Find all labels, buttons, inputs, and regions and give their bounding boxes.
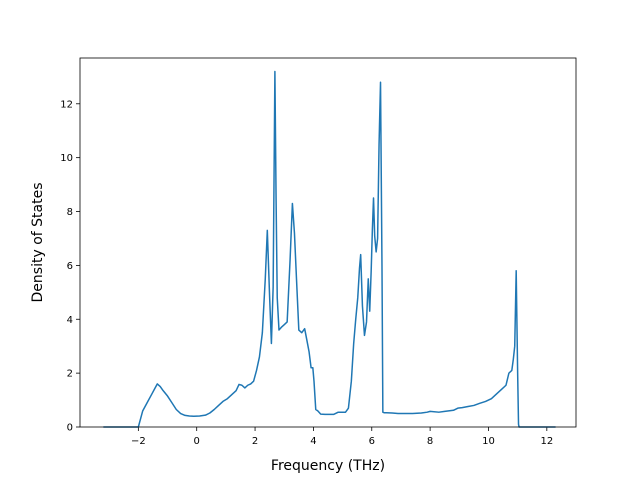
y-tick-label: 8	[67, 207, 73, 218]
y-tick-label: 12	[60, 99, 73, 110]
y-tick-label: 6	[67, 261, 73, 272]
x-axis-ticks: −2 0 2 4 6 8 10 12	[131, 427, 553, 447]
x-tick-label: 6	[369, 436, 375, 447]
x-tick-label: 10	[482, 436, 495, 447]
y-tick-label: 2	[67, 369, 73, 380]
y-tick-label: 4	[67, 315, 73, 326]
x-tick-label: 2	[252, 436, 258, 447]
x-tick-label: 0	[194, 436, 200, 447]
x-tick-label: −2	[131, 436, 146, 447]
y-axis-ticks: 0 2 4 6 8 10 12	[60, 99, 80, 434]
x-tick-label: 4	[310, 436, 316, 447]
dos-series-line	[103, 70, 556, 428]
plot-area-frame	[79, 57, 577, 428]
x-tick-label: 8	[427, 436, 433, 447]
plot-area-background	[80, 58, 576, 427]
y-axis-label: Density of States	[30, 183, 46, 303]
x-tick-label: 12	[540, 436, 553, 447]
x-axis-label: Frequency (THz)	[271, 458, 385, 474]
y-tick-label: 10	[60, 153, 73, 164]
y-tick-label: 0	[67, 423, 73, 434]
